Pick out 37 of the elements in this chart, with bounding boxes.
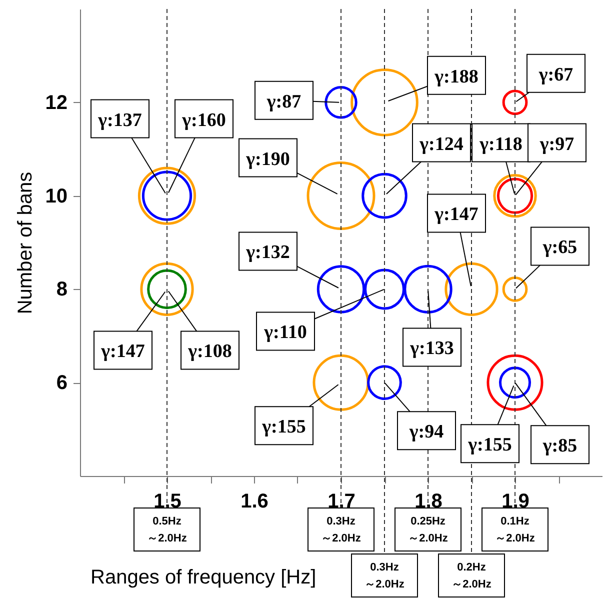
- y-tick-label: 10: [45, 185, 68, 208]
- ref-line-label: 0.3Hz ～2.0Hz: [364, 562, 405, 590]
- x-axis-title: Ranges of frequency [Hz]: [90, 566, 316, 588]
- annotation: γ:67: [538, 64, 574, 86]
- annotation: γ:137: [97, 110, 142, 131]
- annotation: γ:94: [408, 422, 444, 443]
- annotation: γ:65: [542, 237, 578, 258]
- ref-line-label: 0.3Hz ～2.0Hz: [321, 516, 362, 544]
- x-tick-label: 1.8: [414, 490, 442, 512]
- x-tick-label: 1.7: [328, 490, 356, 512]
- annotation: γ:132: [245, 242, 290, 264]
- y-tick-label: 12: [45, 92, 68, 114]
- ref-line-label: 0.1Hz ～2.0Hz: [495, 516, 536, 544]
- x-tick-label: 1.5: [154, 490, 182, 512]
- annotation: γ:108: [187, 341, 232, 362]
- y-axis-title: Number of bans: [14, 172, 36, 314]
- annotation: γ:160: [181, 110, 226, 131]
- annotation: γ:133: [409, 338, 454, 360]
- x-tick-label: 1.9: [502, 490, 530, 512]
- annotation: γ:188: [434, 66, 478, 88]
- annotation: γ:85: [542, 436, 578, 457]
- ref-line-label: 0.25Hz ～2.0Hz: [408, 516, 448, 544]
- y-tick-label: 6: [56, 372, 68, 394]
- annotation: γ:87: [266, 91, 302, 112]
- annotation: γ:124: [418, 134, 464, 155]
- annotation: γ:190: [245, 148, 290, 170]
- x-tick-label: 1.6: [240, 490, 268, 512]
- ref-line-label: 0.5Hz ～2.0Hz: [147, 516, 188, 544]
- annotation: γ:147: [100, 341, 146, 362]
- annotation: γ:155: [261, 416, 306, 438]
- annotation: γ:118: [478, 134, 522, 155]
- y-tick-label: 8: [56, 278, 68, 301]
- annotation: γ:155: [467, 434, 512, 456]
- annotation: γ:147: [434, 204, 479, 226]
- annotation: γ:97: [538, 134, 575, 155]
- annotation: γ:110: [263, 322, 307, 344]
- ref-line-label: 0.2Hz ～2.0Hz: [452, 562, 492, 590]
